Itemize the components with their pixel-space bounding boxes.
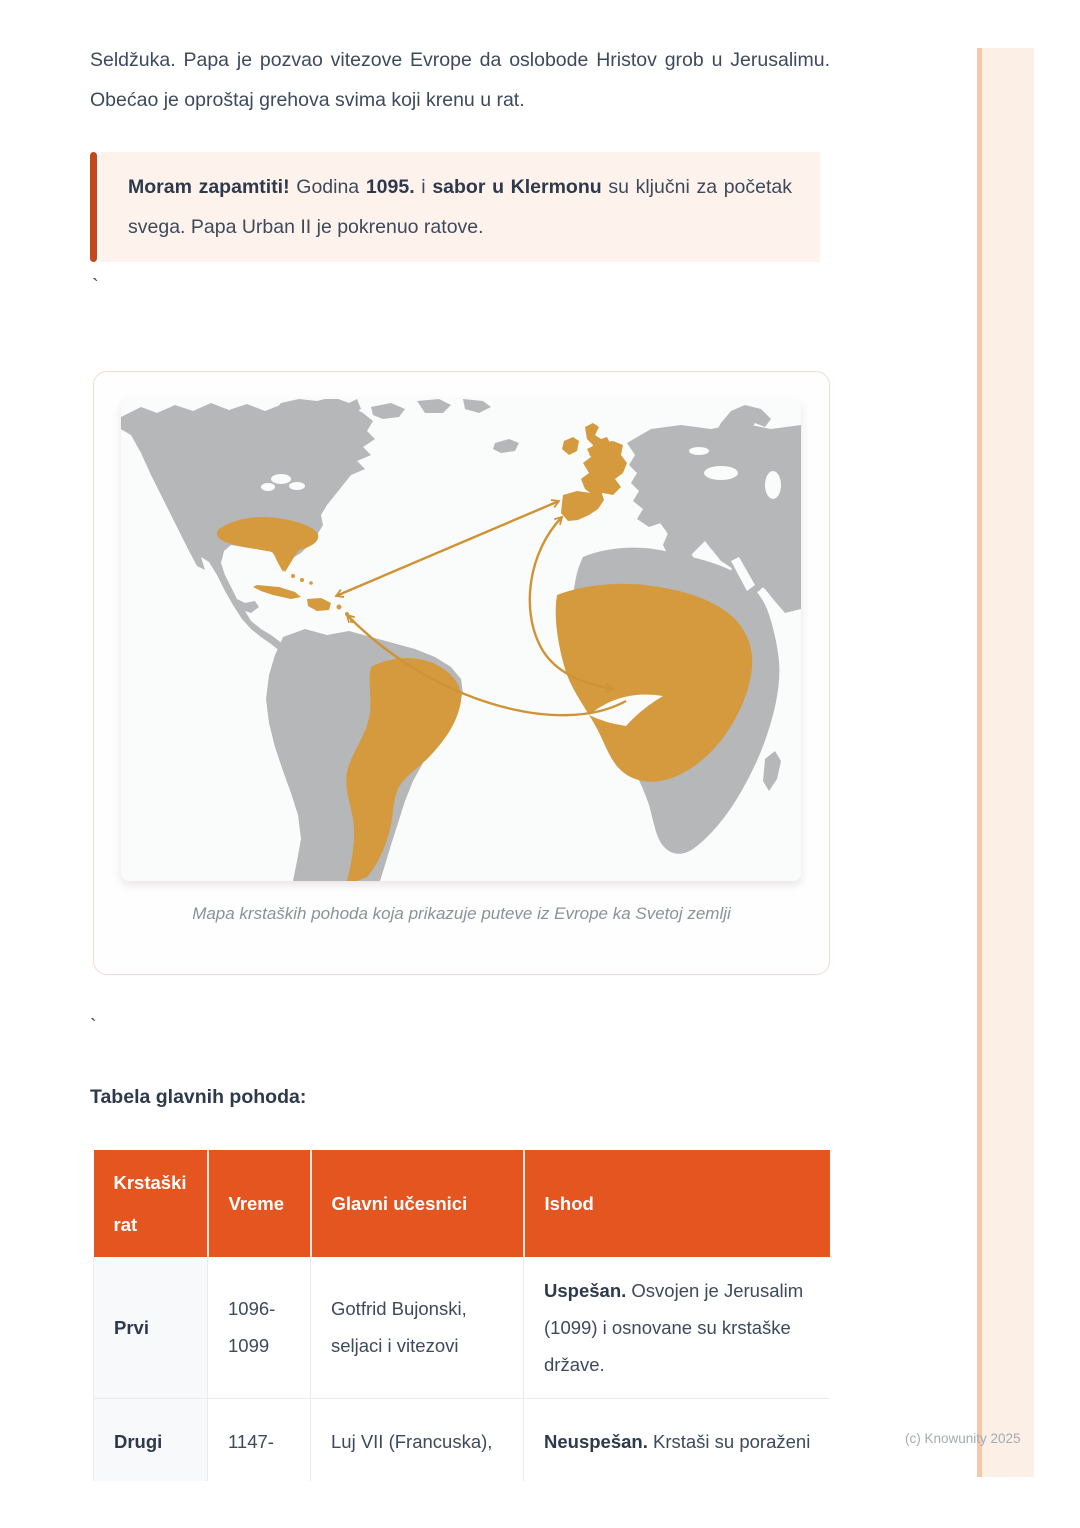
map-route-africa-caribbean bbox=[345, 613, 627, 717]
callout-seg-2: i bbox=[414, 176, 433, 198]
map-highlight-florida bbox=[273, 547, 287, 572]
map-arctic-island-3 bbox=[463, 399, 491, 413]
outcome-verdict: Uspešan. bbox=[544, 1279, 627, 1301]
map-landmass-madagascar bbox=[763, 751, 781, 791]
callout-accent-bar bbox=[90, 152, 97, 262]
map-highlight-iberia bbox=[561, 491, 604, 521]
remember-callout: Moram zapamtiti! Godina 1095. i sabor u … bbox=[90, 152, 820, 262]
cell-participants: Luj VII (Francuska), bbox=[310, 1398, 524, 1481]
map-highlight-island-dot bbox=[300, 578, 304, 582]
crusades-table: Krstaški rat Vreme Glavni učesnici Ishod… bbox=[93, 1150, 830, 1481]
callout-seg-1: Godina bbox=[289, 176, 366, 198]
map-landmass-iceland bbox=[493, 439, 519, 453]
map-red-sea bbox=[731, 557, 755, 591]
map-arctic-island-2 bbox=[417, 399, 451, 413]
map-landmass-italy bbox=[660, 517, 695, 567]
map-caspian-sea bbox=[765, 471, 781, 499]
map-card: Mapa krstaških pohoda koja prikazuje put… bbox=[93, 371, 830, 975]
map-lake-2 bbox=[289, 482, 305, 490]
map-highlight-southeast-us bbox=[217, 517, 319, 572]
cell-outcome: Uspešan. Osvojen je Jerusalim (1099) i o… bbox=[523, 1257, 830, 1399]
outcome-detail: Osvojen je Jerusalim (1099) i osnovane s… bbox=[544, 1279, 804, 1375]
world-map-svg bbox=[121, 399, 801, 881]
cell-war: Prvi bbox=[93, 1257, 208, 1399]
crusades-table-container: Krstaški rat Vreme Glavni učesnici Ishod… bbox=[93, 1150, 830, 1481]
intro-paragraph: Seldžuka. Papa je pozvao vitezove Evrope… bbox=[90, 49, 830, 111]
outcome-verdict: Neuspešan. bbox=[544, 1430, 648, 1452]
map-highlight-cuba bbox=[253, 585, 301, 599]
map-highlight-hispaniola bbox=[307, 598, 331, 611]
map-highlight-brazil-coast bbox=[346, 658, 462, 881]
column-header-outcome: Ishod bbox=[522, 1150, 830, 1257]
table-row: Drugi 1147- Luj VII (Francuska), Neuspeš… bbox=[93, 1398, 830, 1481]
cell-participants: Gotfrid Bujonski, seljaci i vitezovi bbox=[310, 1257, 524, 1399]
column-header-time: Vreme bbox=[206, 1150, 311, 1257]
map-black-sea bbox=[704, 466, 738, 480]
cell-time: 1096-1099 bbox=[207, 1257, 311, 1399]
map-landmass-greenland bbox=[271, 399, 361, 455]
map-lake-3 bbox=[261, 483, 275, 491]
map-baltic-sea bbox=[689, 447, 709, 455]
outcome-detail: Krstaši su poraženi bbox=[647, 1430, 811, 1452]
map-lake-1 bbox=[271, 474, 291, 484]
stray-backtick-1: ` bbox=[92, 276, 99, 298]
table-header-row: Krstaški rat Vreme Glavni učesnici Ishod bbox=[93, 1150, 830, 1257]
cell-war: Drugi bbox=[93, 1398, 208, 1481]
callout-year: 1095. bbox=[365, 176, 415, 198]
map-highlight-island-dot bbox=[336, 604, 342, 610]
callout-text: Moram zapamtiti! Godina 1095. i sabor u … bbox=[100, 152, 820, 262]
copyright-notice: (c) Knowunity 2025 bbox=[905, 1431, 1021, 1446]
table-row: Prvi 1096-1099 Gotfrid Bujonski, seljaci… bbox=[93, 1257, 830, 1399]
stray-backtick-2: ` bbox=[90, 1016, 97, 1038]
map-highlight-island-dot bbox=[291, 574, 295, 578]
column-header-participants: Glavni učesnici bbox=[309, 1150, 524, 1257]
column-header-war: Krstaški rat bbox=[93, 1150, 208, 1257]
callout-lead: Moram zapamtiti! bbox=[128, 176, 290, 198]
cell-outcome: Neuspešan. Krstaši su poraženi bbox=[523, 1398, 830, 1481]
map-landmass-greece bbox=[699, 527, 719, 550]
map-caption: Mapa krstaških pohoda koja prikazuje put… bbox=[192, 904, 731, 923]
callout-seg-3: su ključni za početak svega. Papa Urban … bbox=[128, 176, 793, 238]
map-gulf-of-guinea bbox=[589, 694, 663, 726]
callout-council: sabor u Klermonu bbox=[432, 176, 602, 198]
world-map-image bbox=[121, 399, 801, 881]
map-highlight-ireland bbox=[562, 437, 579, 455]
map-arctic-island-1 bbox=[371, 403, 405, 419]
map-highlight-island-dot bbox=[309, 581, 313, 585]
page-margin-stripe bbox=[977, 48, 1034, 1477]
map-highlight-france bbox=[581, 441, 627, 495]
map-route-caribbean-europe bbox=[334, 499, 561, 598]
cell-time: 1147- bbox=[207, 1398, 311, 1481]
map-route-europe-africa bbox=[528, 515, 615, 693]
table-heading: Tabela glavnih pohoda: bbox=[90, 1086, 307, 1108]
